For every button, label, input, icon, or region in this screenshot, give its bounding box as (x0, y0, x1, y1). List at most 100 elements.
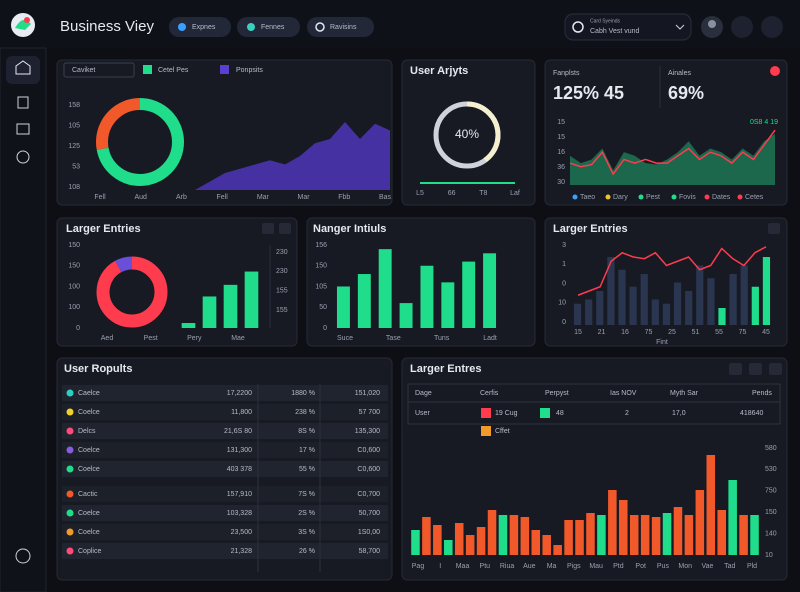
cell: 17,2200 (227, 390, 252, 397)
bar (651, 517, 661, 555)
cell: User (415, 410, 430, 417)
y-axis-label: 150 (315, 263, 327, 270)
tab[interactable] (307, 17, 374, 37)
avatar-head (708, 20, 716, 28)
bar (553, 545, 562, 555)
bar (696, 265, 704, 325)
donut-segment (96, 98, 184, 186)
tab-label[interactable]: Ravisins (330, 24, 357, 31)
bar (662, 513, 672, 555)
y-axis-label: 100 (68, 283, 80, 290)
x-axis-label: 66 (448, 190, 456, 197)
panel-title: Larger Entries (66, 223, 141, 235)
cell: 135,300 (355, 428, 380, 435)
column-header: Ias NOV (610, 390, 637, 397)
x-axis-label: Fell (217, 194, 229, 201)
cell: 17 % (299, 447, 315, 454)
tab-label[interactable]: Fennes (261, 24, 285, 31)
y-axis-label: 105 (68, 122, 80, 129)
x-axis-label: Pag (412, 563, 425, 570)
legend-label: Dary (613, 194, 628, 201)
x-axis-label: T8 (479, 190, 487, 197)
bar (607, 257, 615, 325)
x-axis-label: Pus (657, 563, 670, 570)
y-axis-label: 155 (276, 288, 288, 295)
x-axis-label: 45 (762, 329, 770, 336)
bar (673, 282, 682, 325)
bar (573, 303, 582, 325)
legend-swatch (143, 65, 152, 74)
row-dot (66, 465, 74, 473)
cell: 157,910 (227, 491, 252, 498)
panel-button (729, 363, 742, 375)
x-axis-label: Ladt (483, 335, 497, 342)
share-button[interactable] (731, 16, 753, 38)
bar (750, 515, 759, 555)
x-axis-label: L5 (416, 190, 424, 197)
nav-home[interactable] (6, 56, 40, 84)
tab[interactable] (169, 17, 231, 37)
table-row (62, 524, 388, 540)
bar (244, 271, 259, 328)
x-axis-label: 75 (739, 329, 747, 336)
table-row (62, 404, 388, 420)
cell: 21,328 (231, 548, 253, 555)
column-header: Pends (752, 390, 772, 397)
row-name: Coelce (78, 466, 100, 473)
table-row (62, 543, 388, 559)
nav-info[interactable] (15, 548, 31, 564)
row-dot (66, 389, 74, 397)
cell: 23,500 (231, 529, 253, 536)
y-axis-label: 0 (323, 325, 327, 332)
y-axis-label: 108 (68, 184, 80, 191)
nav-icon[interactable] (16, 123, 30, 135)
line (577, 246, 767, 296)
y-axis-label: 0 (76, 325, 80, 332)
legend-dot (671, 194, 677, 200)
x-axis-label: Tad (724, 563, 735, 570)
row-dot (66, 446, 74, 454)
bar (441, 282, 455, 328)
cell: C0,600 (357, 447, 380, 454)
x-axis-label: Fbb (338, 194, 350, 201)
legend-box (63, 62, 135, 78)
table-row (62, 505, 388, 521)
x-axis-label: Laf (510, 190, 520, 197)
bar (619, 500, 628, 555)
tab-icon (315, 22, 325, 32)
x-axis-label: 16 (621, 329, 629, 336)
bar (542, 535, 551, 555)
panel-title: User Ropults (64, 363, 132, 375)
tab-label[interactable]: Expnes (192, 24, 216, 31)
swatch (540, 408, 550, 418)
nav-icon[interactable] (16, 150, 30, 164)
search-box[interactable] (564, 13, 692, 41)
x-axis-label: Tase (386, 335, 401, 342)
search-value[interactable]: Cabh Vest vund (590, 28, 640, 35)
cell: C0,600 (357, 466, 380, 473)
row-name: Coelce (78, 510, 100, 517)
row-name: Coelce (78, 447, 100, 454)
row-dot (66, 547, 74, 555)
x-axis-label: 21 (598, 329, 606, 336)
column-header: Perpyst (545, 390, 569, 397)
y-axis-label: 10 (558, 300, 566, 307)
home-icon (15, 60, 31, 75)
tab[interactable] (237, 17, 300, 37)
cell: 403 378 (227, 466, 252, 473)
nav-icon[interactable] (17, 96, 29, 109)
x-axis-label: Aud (134, 194, 147, 201)
legend-dot (704, 194, 710, 200)
settings-button[interactable] (761, 16, 783, 38)
x-axis-label: Mon (678, 563, 692, 570)
x-axis-label: Pot (635, 563, 646, 570)
row-name: Coelce (78, 529, 100, 536)
panel-button (768, 223, 780, 234)
x-axis-label: Pest (144, 335, 158, 342)
x-axis-label: Vae (701, 563, 713, 570)
y-axis-label: 125 (68, 143, 80, 150)
y-axis-label: 155 (276, 307, 288, 314)
x-axis-label: 15 (574, 329, 582, 336)
y-axis-label: 230 (276, 268, 288, 275)
